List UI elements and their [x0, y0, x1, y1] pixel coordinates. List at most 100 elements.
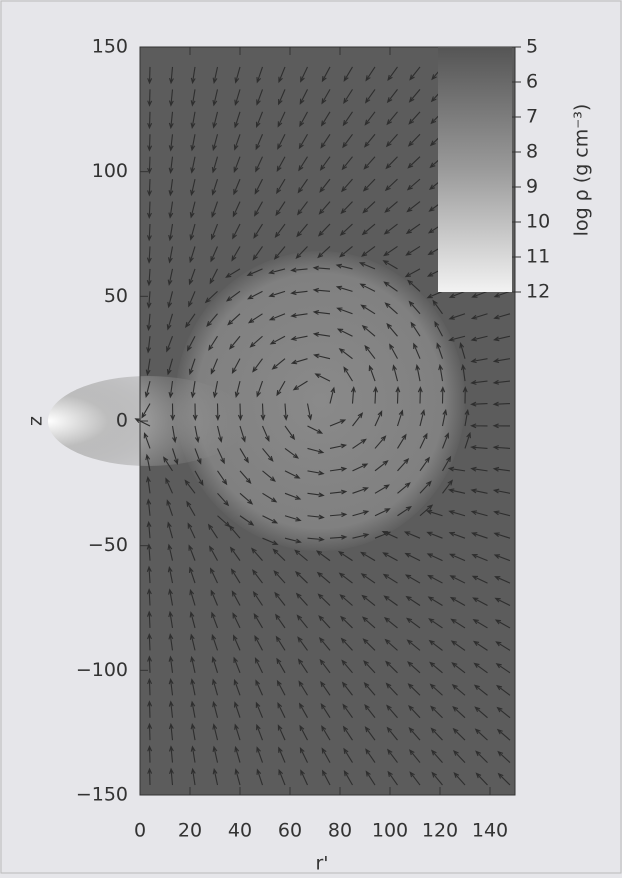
velocity-arrow [426, 290, 443, 299]
y-tick-label: −50 [88, 534, 128, 556]
velocity-arrow [361, 616, 376, 629]
velocity-arrow [163, 456, 173, 472]
velocity-arrow [211, 656, 219, 673]
velocity-arrow [417, 386, 423, 404]
velocity-arrow [383, 246, 398, 257]
velocity-arrow [413, 342, 421, 359]
velocity-arrow [209, 545, 218, 561]
velocity-arrow [428, 639, 443, 651]
velocity-arrow [383, 223, 398, 235]
velocity-arrow [171, 425, 177, 444]
velocity-arrow [284, 447, 300, 459]
velocity-arrow [186, 500, 196, 517]
velocity-arrow [419, 409, 426, 427]
velocity-arrow [408, 749, 421, 763]
velocity-arrow [407, 661, 421, 674]
velocity-arrow [317, 593, 331, 606]
velocity-arrow [239, 425, 246, 443]
velocity-arrow [436, 342, 444, 359]
velocity-arrow [146, 336, 152, 354]
velocity-arrow [448, 313, 466, 320]
velocity-arrow [168, 223, 174, 242]
velocity-arrow [168, 700, 174, 718]
velocity-arrow [189, 611, 196, 629]
velocity-arrow [168, 745, 174, 763]
velocity-arrow [470, 401, 488, 407]
velocity-arrow [234, 66, 241, 84]
velocity-arrow [492, 423, 511, 429]
velocity-arrow [406, 178, 421, 191]
velocity-arrow [254, 178, 263, 195]
velocity-arrow [406, 617, 421, 629]
velocity-arrow [318, 201, 331, 215]
velocity-arrow [134, 418, 151, 427]
velocity-arrow [430, 749, 443, 763]
velocity-arrow [277, 724, 286, 741]
velocity-arrow [231, 590, 241, 606]
velocity-arrow [403, 531, 421, 539]
velocity-arrow [329, 466, 348, 472]
velocity-arrow [426, 531, 443, 539]
velocity-arrow [386, 726, 398, 741]
velocity-arrow [189, 223, 196, 241]
velocity-arrow [471, 554, 488, 562]
velocity-arrow [208, 335, 218, 351]
velocity-arrow [233, 634, 241, 651]
velocity-arrow [387, 66, 398, 82]
velocity-arrow [255, 679, 264, 696]
velocity-arrow [295, 570, 308, 584]
velocity-arrow [296, 614, 308, 629]
velocity-arrow [146, 588, 152, 606]
velocity-arrow [147, 156, 153, 175]
velocity-arrow [247, 313, 263, 324]
velocity-arrow [284, 537, 302, 544]
velocity-arrow [452, 705, 466, 719]
velocity-arrow [212, 767, 219, 786]
velocity-arrow [448, 335, 466, 342]
velocity-arrow [296, 201, 308, 216]
velocity-arrow [492, 445, 511, 451]
velocity-arrow [274, 223, 286, 239]
velocity-arrow [298, 156, 308, 172]
velocity-arrow [233, 701, 241, 718]
velocity-arrow [473, 684, 488, 696]
velocity-arrow [147, 655, 152, 673]
velocity-arrow [273, 246, 286, 260]
velocity-arrow [275, 613, 286, 629]
velocity-arrow [239, 515, 255, 526]
velocity-arrow [256, 380, 264, 398]
velocity-arrow [184, 479, 196, 494]
velocity-arrow [474, 728, 488, 741]
velocity-arrow [406, 201, 421, 213]
velocity-arrow [292, 380, 308, 391]
velocity-arrow [492, 488, 511, 494]
velocity-arrow [408, 705, 421, 719]
velocity-arrow [385, 682, 398, 696]
velocity-arrow [453, 772, 466, 786]
velocity-arrow [234, 745, 241, 763]
velocity-arrow [384, 302, 398, 315]
x-tick-label: 120 [422, 820, 458, 842]
y-tick-label: 50 [104, 285, 128, 307]
velocity-arrow [256, 768, 264, 786]
velocity-arrow [212, 745, 219, 763]
velocity-arrow [166, 499, 174, 516]
velocity-arrow [320, 703, 331, 719]
velocity-arrow [278, 89, 286, 106]
velocity-arrow [272, 548, 286, 562]
velocity-arrow [450, 640, 466, 651]
velocity-arrow [472, 597, 488, 606]
velocity-arrow [448, 488, 466, 494]
velocity-arrow [340, 201, 353, 215]
velocity-arrow [429, 683, 443, 696]
velocity-arrow [307, 447, 325, 454]
velocity-arrow [268, 268, 286, 275]
velocity-arrow [365, 748, 376, 763]
velocity-arrow [212, 134, 219, 152]
velocity-arrow [276, 657, 286, 674]
velocity-arrow [407, 683, 421, 696]
velocity-arrow [352, 463, 369, 472]
velocity-arrow [169, 767, 174, 786]
velocity-arrow [339, 223, 353, 236]
velocity-arrow [449, 553, 466, 562]
